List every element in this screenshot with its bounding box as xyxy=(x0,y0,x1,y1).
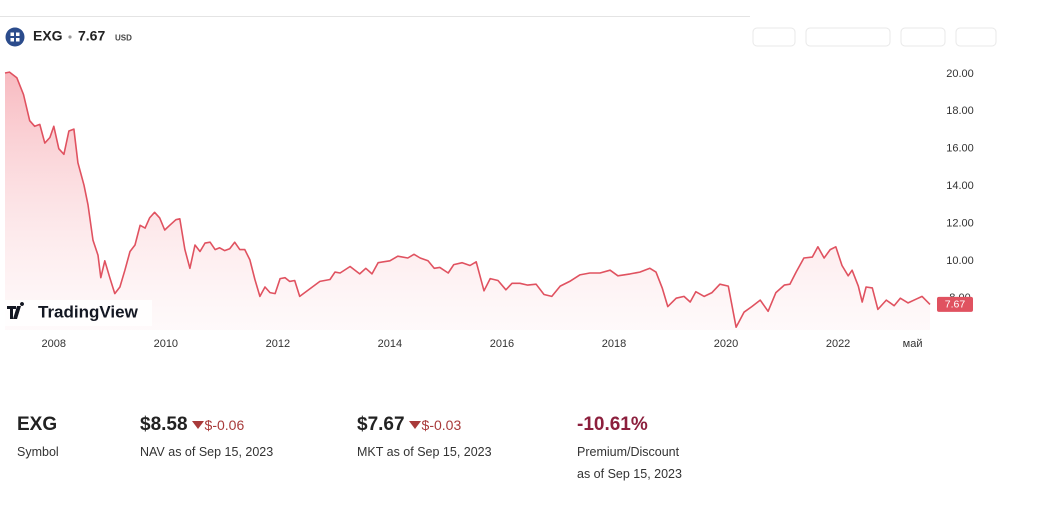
stat-label: Symbol xyxy=(17,445,59,459)
symbol-icon xyxy=(5,27,25,47)
x-tick-label: 2016 xyxy=(490,338,514,350)
header-symbol: EXG xyxy=(33,28,63,44)
stat-value: $7.67 xyxy=(357,414,405,435)
header-price: 7.67 xyxy=(78,28,105,44)
stat-change: $-0.03 xyxy=(421,417,462,433)
x-tick-label: 2012 xyxy=(266,338,290,350)
stat: EXG Symbol xyxy=(17,414,59,459)
stat-label: MKT as of Sep 15, 2023 xyxy=(357,445,492,459)
x-tick-label: 2010 xyxy=(154,338,178,350)
toolbar-button[interactable] xyxy=(752,27,796,47)
x-tick-label: 2020 xyxy=(714,338,738,350)
watermark: TradingView xyxy=(2,300,152,326)
stat: -10.61% Premium/Discount as of Sep 15, 2… xyxy=(577,414,682,481)
separator-dot xyxy=(68,35,72,39)
line xyxy=(4,71,931,328)
stat-change: $-0.06 xyxy=(204,417,245,433)
x-tick-label: 2014 xyxy=(378,338,402,350)
header-currency: USD xyxy=(115,34,132,43)
x-tick-label: 2008 xyxy=(42,338,66,350)
y-tick-label: 18.00 xyxy=(946,105,974,117)
toolbar-button[interactable] xyxy=(900,27,946,47)
watermark-text: TradingView xyxy=(38,302,139,321)
plot xyxy=(4,71,931,330)
y-tick-label: 14.00 xyxy=(946,180,974,192)
symbol-icon-grid xyxy=(10,32,20,42)
stat-label: NAV as of Sep 15, 2023 xyxy=(140,445,274,459)
stat-sublabel: as of Sep 15, 2023 xyxy=(577,467,682,481)
toolbar-button[interactable] xyxy=(805,27,891,47)
stat-value: -10.61% xyxy=(577,414,648,435)
area xyxy=(5,72,930,330)
stat: $8.58 $-0.06 NAV as of Sep 15, 2023 xyxy=(140,414,273,459)
toolbar-button[interactable] xyxy=(955,27,997,47)
stat: $7.67 $-0.03 MKT as of Sep 15, 2023 xyxy=(357,414,492,459)
y-tick-label: 16.00 xyxy=(946,143,974,155)
x-tick-label: 2018 xyxy=(602,338,626,350)
y-tick-label: 10.00 xyxy=(946,255,974,267)
chart: EXG 7.67 USD TradingView 8.0010.0012.001… xyxy=(0,16,997,350)
x-tick-label: май xyxy=(903,338,923,350)
stat-value: $8.58 xyxy=(140,414,188,435)
last-value-label: 7.67 xyxy=(945,299,966,311)
y-tick-label: 20.00 xyxy=(946,68,974,80)
down-arrow xyxy=(408,421,421,429)
stat-label: Premium/Discount xyxy=(577,445,680,459)
y-tick-label: 12.00 xyxy=(946,217,974,229)
x-tick-label: 2022 xyxy=(826,338,850,350)
down-arrow xyxy=(191,421,204,429)
stat-value: EXG xyxy=(17,414,58,435)
last-value-badge xyxy=(937,296,973,312)
